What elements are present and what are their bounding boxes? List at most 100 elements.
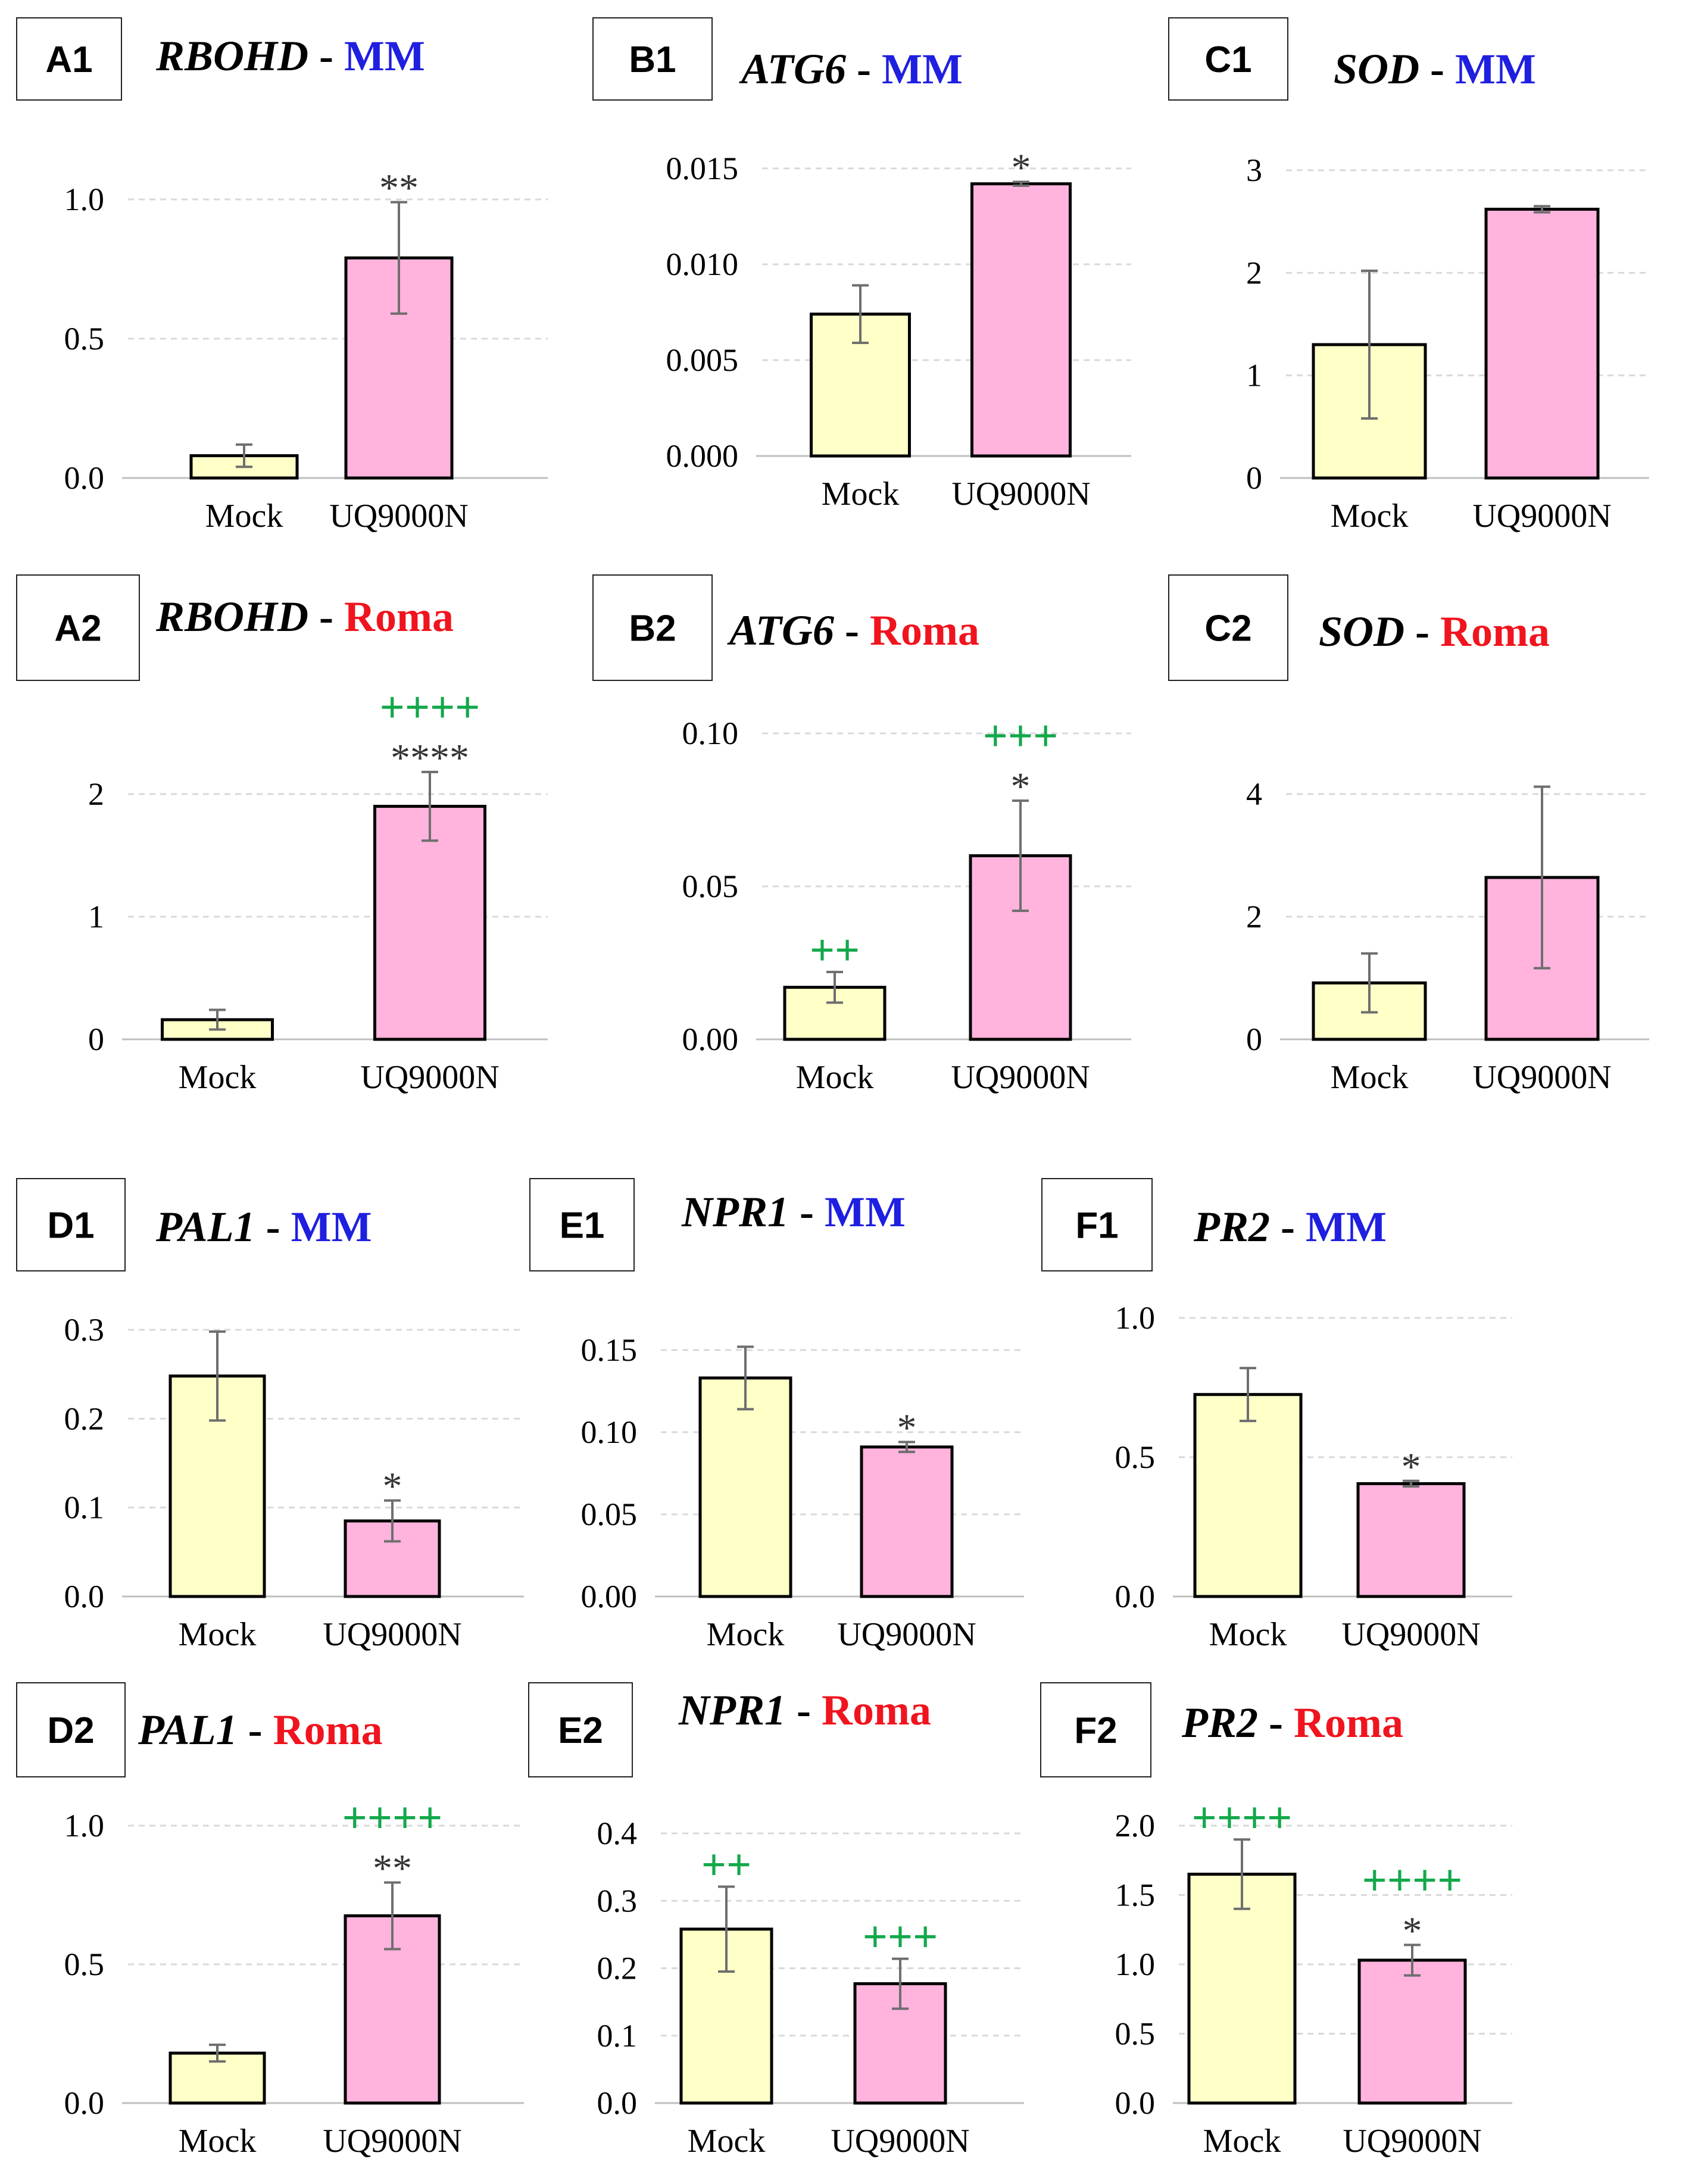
y-tick-label: 1.0 [64,1808,105,1844]
significance-plus: +++ [983,712,1059,761]
x-tick-label: Mock [796,1059,874,1096]
significance-stars: * [1402,1445,1421,1489]
panel-title: RBOHD - MM [155,32,425,80]
x-tick-label: Mock [707,1616,785,1653]
panel-label-box [1040,1682,1151,1777]
panel-label: F2 [1074,1710,1117,1751]
y-tick-label: 1.0 [1115,1946,1156,1982]
x-tick-label: UQ9000N [1343,2123,1481,2160]
title-separator: - [1419,45,1455,93]
y-tick-label: 3 [1246,152,1262,188]
panel-label: C1 [1204,39,1251,80]
panel-d1: D1 PAL1 - MM 0.0 0.1 0.2 0.3 Mock * UQ9000N [16,1178,524,1653]
x-tick-label: UQ9000N [323,1616,461,1653]
y-tick-label: 0.0 [64,1579,105,1614]
x-tick-label: Mock [179,1616,257,1653]
y-tick-label: 0.00 [682,1021,739,1057]
x-tick-label: UQ9000N [323,2123,461,2160]
significance-stars: ** [379,167,419,210]
y-tick-label: 0.0 [64,2085,105,2121]
panel-title: PR2 - Roma [1181,1699,1403,1746]
y-tick-label: 0.3 [597,1883,638,1919]
title-separator: - [255,1203,291,1251]
panel-label: B1 [629,39,676,80]
panel-title: ATG6 - MM [739,45,963,93]
panel-title: PAL1 - MM [155,1203,372,1251]
panel-label-box [529,1178,635,1271]
x-tick-label: Mock [822,476,900,513]
y-tick-label: 0.0 [597,2085,638,2121]
panel-title: RBOHD - Roma [155,593,454,640]
y-tick-label: 1.0 [64,182,105,217]
variety-name: MM [1455,45,1536,93]
y-tick-label: 0.0 [1115,1579,1156,1614]
gene-name: SOD [1334,45,1419,93]
gene-name: PR2 [1193,1203,1270,1251]
variety-name: Roma [870,607,979,654]
panel-label: A1 [45,39,92,80]
y-tick-label: 0.05 [581,1496,638,1532]
y-tick-label: 0.5 [1115,2016,1156,2052]
panel-label-box [16,1178,126,1271]
title-separator: - [846,45,882,93]
title-separator: - [1270,1203,1306,1251]
panel-label-box [592,574,713,681]
variety-name: Roma [822,1686,931,1734]
x-tick-label: Mock [179,2123,257,2160]
significance-plus: ++ [701,1841,751,1889]
panel-label-box [528,1682,633,1777]
panel-label-box [16,1682,126,1777]
panel-label-box [1041,1178,1153,1271]
y-tick-label: 0.3 [64,1312,105,1348]
y-tick-label: 0.5 [1115,1439,1156,1475]
significance-plus: ++++ [1362,1856,1463,1905]
panel-label-box [16,574,140,681]
y-tick-label: 0.0 [1115,2085,1156,2121]
variety-name: MM [882,45,963,93]
y-tick-label: 0.5 [64,321,105,357]
y-tick-label: 1 [88,899,104,935]
panel-b1: B1 ATG6 - MM 0.000 0.005 0.010 0.015 Mock * UQ90… [592,17,1131,513]
bar-uq9000n [1357,1958,1467,2105]
panel-label: E1 [560,1205,605,1246]
y-tick-label: 0.0 [64,460,105,496]
significance-plus: ++++ [1192,1794,1293,1842]
significance-plus: ++++ [380,683,480,732]
bar-uq9000n [1484,207,1600,480]
x-tick-label: UQ9000N [951,476,1090,513]
y-tick-label: 0.000 [666,438,739,474]
x-tick-label: UQ9000N [1341,1616,1480,1653]
x-tick-label: Mock [688,2123,766,2160]
y-tick-label: 0 [1246,460,1262,496]
bar-mock [698,1376,792,1598]
panel-title: NPR1 - MM [681,1188,906,1236]
variety-name: MM [291,1203,372,1251]
gene-name: NPR1 [681,1188,789,1236]
y-tick-label: 2 [88,776,104,812]
y-tick-label: 0.1 [64,1490,105,1526]
variety-name: Roma [273,1706,383,1754]
significance-stars: ** [373,1847,412,1891]
x-tick-label: Mock [1331,1059,1409,1096]
bar-mock [1193,1393,1303,1598]
gene-name: ATG6 [739,45,846,93]
gene-name: PAL1 [138,1706,238,1754]
y-tick-label: 0.4 [597,1816,638,1851]
panel-a2: A2 RBOHD - Roma 0 1 2 Mock ****++++ UQ9000N [16,574,548,1096]
y-tick-label: 0.010 [666,246,739,282]
panel-c2: C2 SOD - Roma 0 2 4 Mock UQ9000N [1168,574,1649,1096]
y-tick-label: 2.0 [1115,1808,1156,1844]
y-tick-label: 0.05 [682,868,739,904]
title-separator: - [834,607,870,654]
panel-title: SOD - MM [1334,45,1536,93]
panel-title: NPR1 - Roma [678,1686,931,1734]
significance-stars: * [1403,1909,1422,1952]
significance-stars: * [1012,146,1031,190]
panel-b2: B2 ATG6 - Roma 0.00 0.05 0.10 ++ Mock *+++ UQ900… [592,574,1131,1096]
gene-name: RBOHD [155,32,308,80]
significance-stars: **** [391,736,469,780]
y-tick-label: 0.015 [666,151,739,186]
panel-e1: E1 NPR1 - MM 0.00 0.05 0.10 0.15 Mock * UQ9000N [529,1178,1024,1653]
